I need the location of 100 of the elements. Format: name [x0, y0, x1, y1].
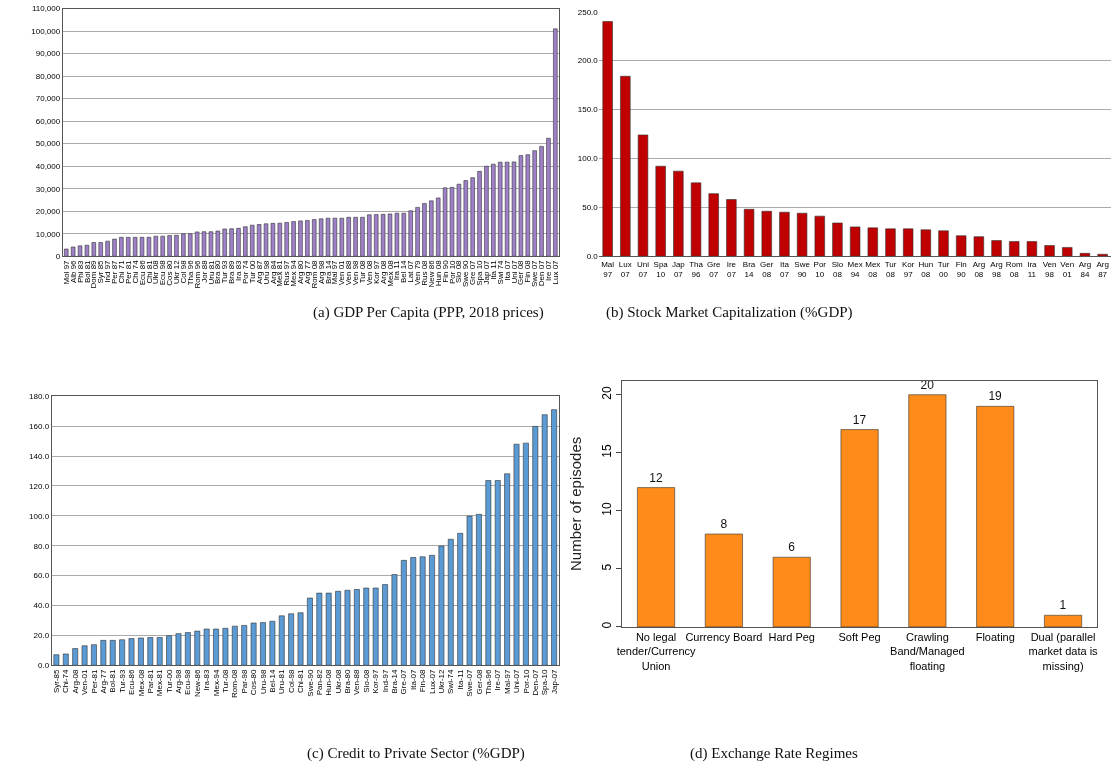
bar [690, 182, 702, 257]
x-tick-label: Lux 07 [618, 259, 632, 280]
bar [1026, 241, 1038, 257]
bar [419, 556, 426, 666]
bar [476, 514, 482, 666]
x-tick-label: Jap-07 [549, 669, 559, 695]
bar [109, 640, 116, 666]
x-tick-label: Currency Board [685, 631, 763, 644]
x-tick-label: Mal-97 [502, 668, 512, 694]
x-tick-label: Ven 98 [351, 259, 361, 286]
bar [64, 248, 69, 257]
x-tick-label: Arg 98 [990, 259, 1003, 280]
y-tick-label: 110,000 [31, 4, 61, 14]
bar [70, 246, 76, 257]
x-tick-label: Slo 08 [831, 259, 844, 280]
bar [637, 487, 676, 627]
x-tick-label: Phi 83 [75, 259, 85, 284]
bar [840, 429, 879, 627]
y-tick-label: 60.0 [33, 571, 50, 581]
x-tick-label: Swe-90 [305, 668, 315, 697]
x-tick-label: Kor 97 [901, 259, 915, 280]
bar [175, 633, 182, 666]
x-tick-label: Swi 74 [495, 259, 505, 285]
bar [213, 628, 219, 666]
bar [325, 592, 332, 666]
x-tick-label: Per-81 [89, 668, 99, 694]
x-tick-label: Gre 07 [707, 259, 721, 280]
x-tick-label: Bra 14 [742, 259, 756, 280]
x-tick-label: Por 10 [813, 259, 827, 280]
bar [288, 613, 295, 666]
y-tick-label: 90,000 [35, 49, 61, 59]
x-tick-label: Gre 07 [468, 259, 478, 285]
bar [260, 622, 266, 666]
bar [655, 165, 666, 257]
bar [307, 597, 313, 666]
x-tick-label: Chi-81 [296, 669, 306, 694]
x-tick-label: Rom 96 [192, 259, 202, 289]
x-tick-label: Arg-98 [174, 668, 184, 694]
bar [188, 233, 193, 257]
x-tick-label: Mex 94 [289, 259, 299, 287]
bar [372, 587, 379, 666]
x-tick-label: Fin 90 [955, 259, 967, 280]
bar [312, 219, 317, 257]
x-tick-label: Chi 74 [130, 259, 140, 284]
bar [160, 235, 165, 257]
bar [382, 584, 388, 666]
x-tick-label: Uru-98 [258, 668, 268, 694]
x-tick-label: Tur-08 [221, 668, 231, 693]
text: (a) GDP Per Capita (PPP, 2018 prices) [313, 304, 544, 321]
x-tick-label: Ukr 08 [151, 259, 161, 284]
x-tick-label: Hun 08 [918, 259, 934, 280]
bar [98, 242, 103, 257]
x-tick-label: Fin 90 [440, 259, 450, 283]
bar [138, 637, 144, 666]
x-tick-label: Syr-85 [52, 668, 61, 694]
x-tick-label: Uni-07 [512, 669, 522, 694]
bar [429, 554, 435, 666]
x-tick-label: Arg-77 [98, 668, 108, 694]
x-tick-label: Bol-81 [108, 668, 118, 693]
x-tick-label: Ven 01 [1060, 259, 1075, 280]
bar [250, 224, 255, 257]
x-tick-label: Spa 10 [475, 259, 485, 286]
x-tick-label: Floating [975, 631, 1015, 644]
bar [463, 180, 468, 257]
bar [367, 214, 372, 257]
x-tick-label: Fin-08 [418, 669, 428, 693]
x-tick-label: Mex-08 [136, 669, 146, 697]
bar [743, 208, 755, 257]
y-tick-label: 20.0 [33, 631, 50, 641]
x-tick-label: Den 07 [537, 259, 547, 287]
bar [976, 406, 1015, 627]
bar [360, 216, 365, 257]
x-tick-label: Jor 88 [199, 259, 209, 283]
bar [1079, 253, 1091, 257]
bar [415, 207, 420, 257]
bar [903, 228, 914, 257]
x-tick-label: Rus 97 [282, 259, 292, 286]
x-tick-label: Lux-07 [427, 669, 437, 695]
data-label: 8 [720, 517, 728, 532]
bar [363, 587, 370, 666]
x-tick-label: Ger 08 [516, 259, 526, 285]
x-tick-label: Chi 81 [144, 259, 154, 284]
x-tick-label: Dual (parallel market data is missing) [1028, 631, 1099, 672]
y-tick-label: 15 [600, 443, 615, 458]
x-tick-label: Swe 07 [530, 259, 540, 288]
y-tick-label: 0 [600, 621, 615, 629]
x-tick-label: Ire-07 [493, 669, 503, 691]
bar [215, 230, 220, 257]
x-tick-label: Swi-74 [446, 668, 456, 694]
bar [494, 480, 501, 666]
x-tick-label: Par-81 [145, 668, 155, 694]
x-tick-label: Bol 81 [82, 259, 92, 284]
x-tick-label: Ira-83 [202, 669, 212, 691]
text: (c) Credit to Private Sector (%GDP) [307, 745, 525, 762]
y-tick-label: 100.0 [577, 154, 599, 164]
x-tick-label: Mal 97 [330, 259, 340, 285]
x-tick-label: Tur 00 [247, 259, 257, 284]
x-tick-label: Ger 08 [760, 259, 774, 280]
x-tick-label: Bel 14 [399, 259, 409, 284]
x-tick-label: Ita 07 [779, 259, 790, 280]
